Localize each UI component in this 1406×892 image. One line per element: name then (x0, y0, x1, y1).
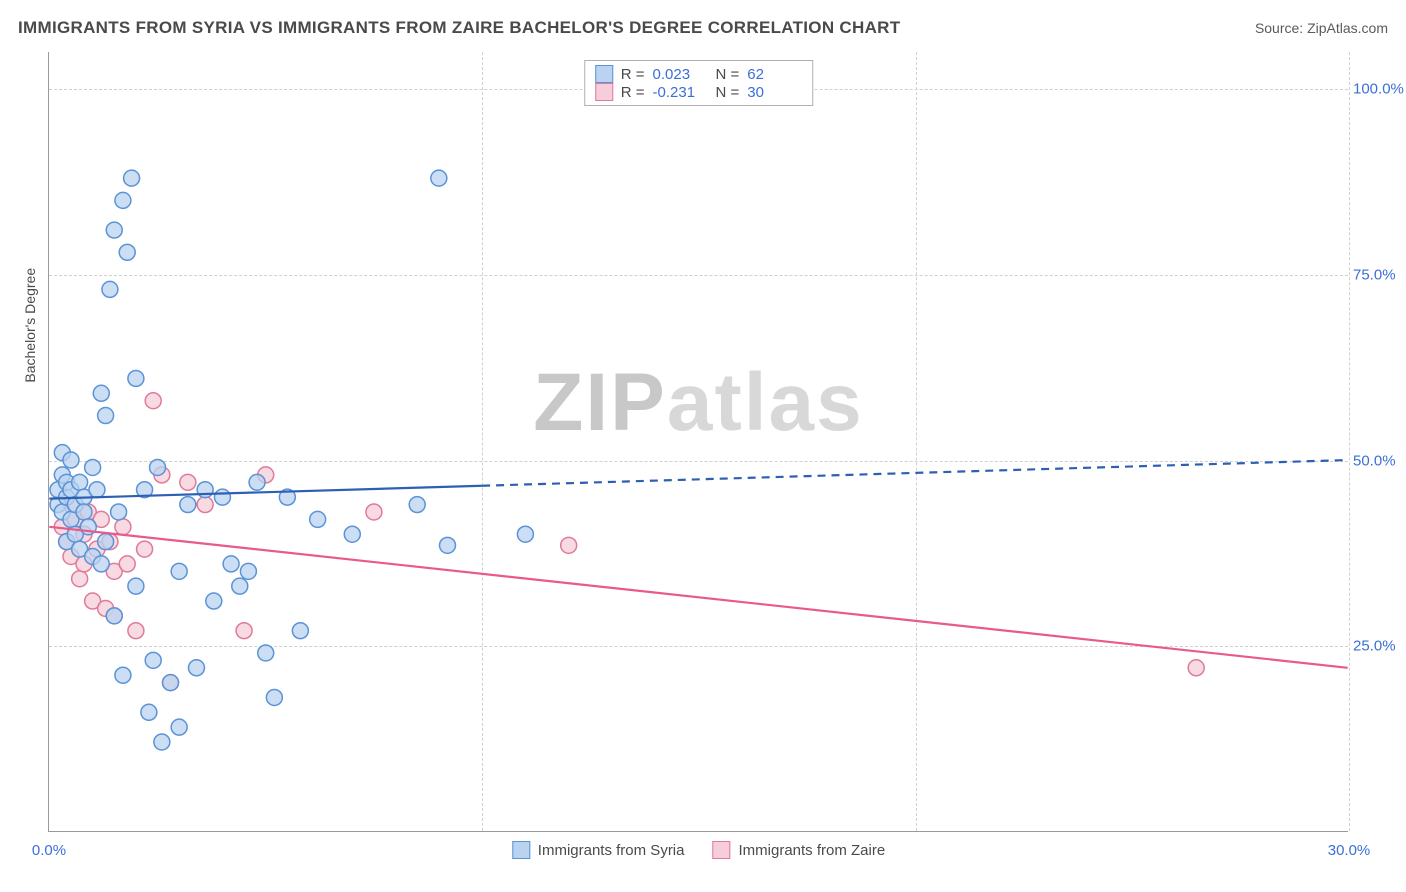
swatch-syria-icon (512, 841, 530, 859)
stats-legend: R = 0.023 N = 62 R = -0.231 N = 30 (584, 60, 814, 106)
scatter-svg (49, 52, 1348, 831)
zaire-series-label: Immigrants from Zaire (739, 842, 886, 859)
swatch-zaire-icon (713, 841, 731, 859)
x-tick-label: 30.0% (1328, 842, 1371, 859)
chart-title: IMMIGRANTS FROM SYRIA VS IMMIGRANTS FROM… (18, 18, 900, 38)
syria-n-value: 62 (747, 66, 802, 83)
series-legend: Immigrants from Syria Immigrants from Za… (512, 841, 885, 859)
swatch-zaire-icon (595, 83, 613, 101)
x-tick-label: 0.0% (32, 842, 66, 859)
source-label: Source: ZipAtlas.com (1255, 20, 1388, 36)
y-tick-label: 75.0% (1353, 266, 1406, 283)
swatch-syria-icon (595, 65, 613, 83)
y-axis-label: Bachelor's Degree (22, 268, 38, 383)
y-tick-label: 100.0% (1353, 81, 1406, 98)
syria-r-value: 0.023 (653, 66, 708, 83)
syria-series-label: Immigrants from Syria (538, 842, 685, 859)
y-tick-label: 50.0% (1353, 452, 1406, 469)
y-tick-label: 25.0% (1353, 638, 1406, 655)
zaire-n-value: 30 (747, 84, 802, 101)
chart-plot-area: ZIPatlas 25.0%50.0%75.0%100.0%0.0%30.0% … (48, 52, 1348, 832)
zaire-r-value: -0.231 (653, 84, 708, 101)
